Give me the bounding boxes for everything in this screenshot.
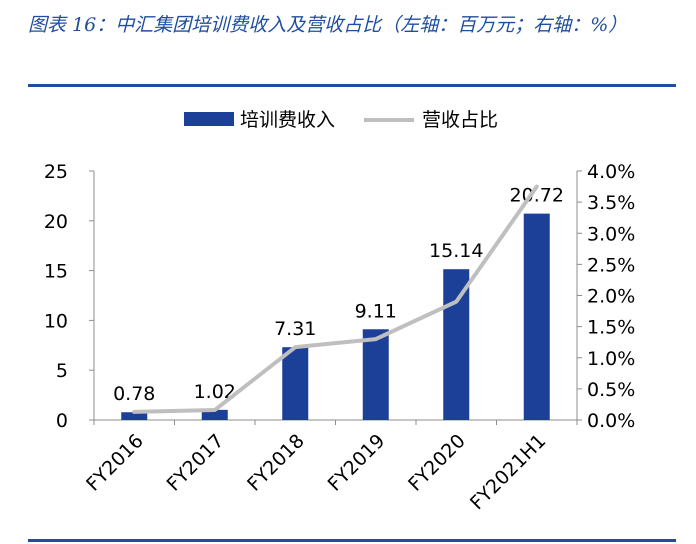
right-tick-label: 1.0%	[587, 348, 635, 370]
x-category-label: FY2020	[404, 430, 470, 496]
right-tick-label: 3.5%	[587, 192, 635, 214]
revenue-share-point	[213, 408, 217, 412]
right-tick-label: 3.0%	[587, 223, 635, 245]
right-tick-label: 2.0%	[587, 286, 635, 308]
legend-bar-swatch	[184, 112, 234, 126]
revenue-share-point	[374, 337, 378, 341]
left-tick-label: 25	[44, 161, 68, 183]
x-category-label: FY2018	[243, 430, 309, 496]
x-category-label: FY2017	[163, 430, 229, 496]
data-label: 9.11	[355, 300, 397, 322]
data-label: 15.14	[429, 240, 483, 262]
right-tick-label: 0.0%	[587, 410, 635, 432]
right-tick-label: 2.5%	[587, 254, 635, 276]
left-tick-label: 20	[44, 211, 68, 233]
figure-title: 图表 16：中汇集团培训费收入及营收占比（左轴：百万元；右轴：%）	[28, 14, 628, 36]
revenue-share-point	[535, 185, 539, 189]
bar-fy2019	[362, 329, 389, 420]
bar-fy2017	[201, 409, 228, 420]
right-tick-label: 4.0%	[587, 161, 635, 183]
bottom-rule	[28, 539, 676, 542]
bar-fy2021h1	[523, 213, 550, 420]
revenue-share-point	[132, 410, 136, 414]
title-rule	[28, 84, 676, 87]
data-label: 0.78	[113, 383, 155, 405]
bar-fy2016	[121, 412, 148, 420]
left-tick-label: 5	[56, 360, 68, 382]
bar-fy2020	[443, 269, 470, 420]
legend-line-label: 营收占比	[422, 109, 498, 131]
legend-bar-label: 培训费收入	[240, 109, 335, 131]
left-tick-label: 0	[56, 410, 68, 432]
revenue-share-line	[132, 184, 539, 414]
revenue-share-point	[293, 345, 297, 349]
x-category-label: FY2021H1	[466, 430, 550, 514]
left-tick-label: 10	[44, 310, 68, 332]
left-tick-label: 15	[44, 261, 68, 283]
bar-fy2018	[282, 347, 309, 420]
right-tick-label: 0.5%	[587, 379, 635, 401]
data-label: 7.31	[274, 318, 316, 340]
data-label: 20.72	[510, 185, 564, 207]
right-tick-label: 1.5%	[587, 317, 635, 339]
data-label: 1.02	[194, 381, 236, 403]
revenue-share-point	[454, 300, 458, 304]
x-category-label: FY2016	[82, 430, 148, 496]
x-category-label: FY2019	[324, 430, 390, 496]
